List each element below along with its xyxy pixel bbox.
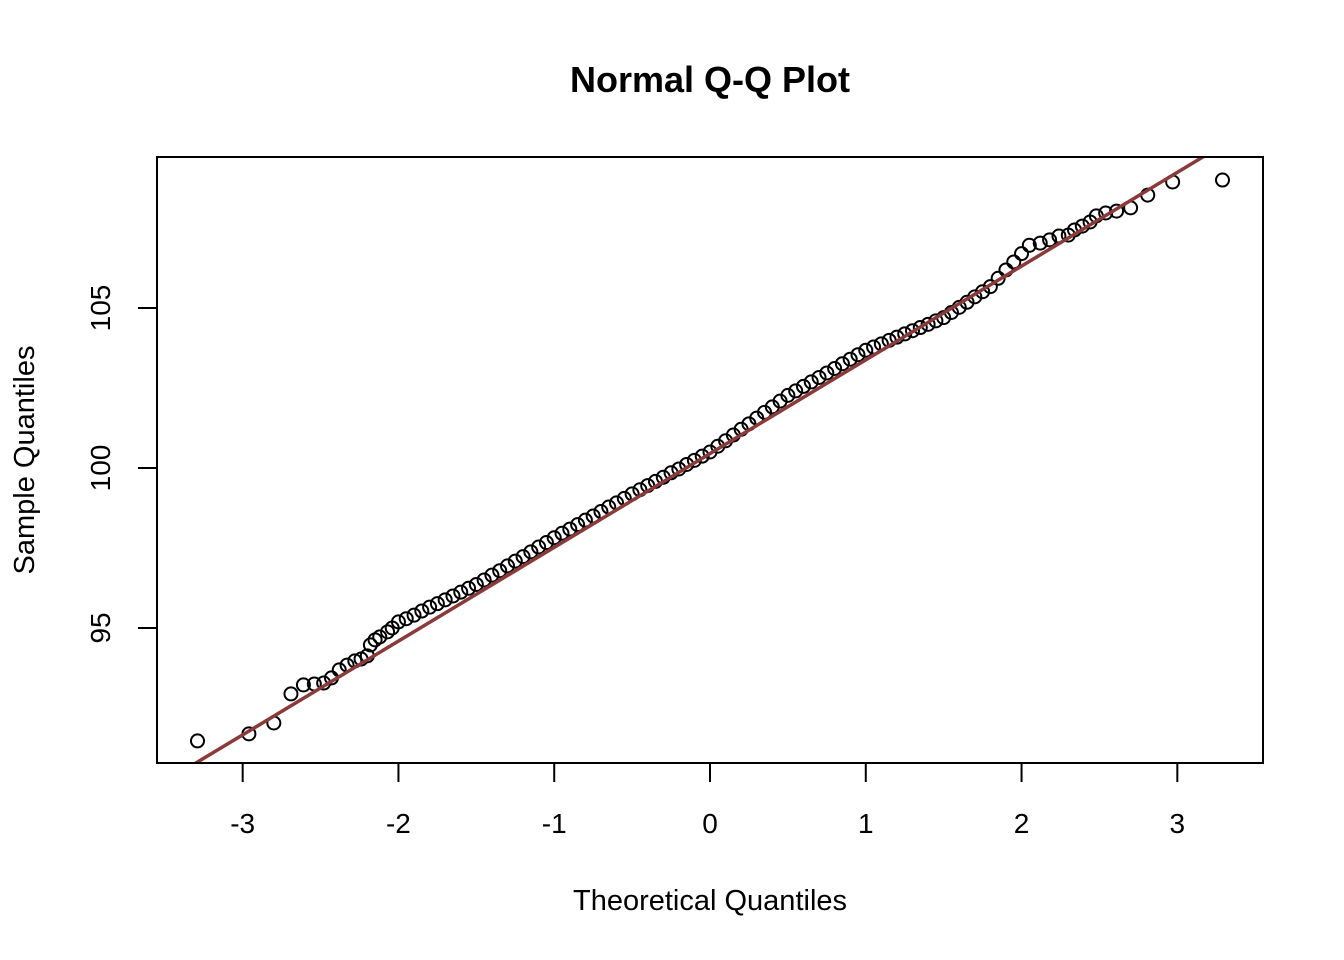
data-point: [531, 539, 547, 555]
data-point: [1021, 237, 1037, 253]
x-axis-title: Theoretical Quantiles: [573, 885, 847, 917]
data-point: [515, 549, 531, 565]
data-point: [190, 733, 206, 749]
x-tick-label: 0: [702, 808, 718, 839]
data-point: [858, 342, 874, 358]
data-point: [538, 535, 554, 551]
reference-line-layer: [192, 157, 1207, 763]
data-point: [842, 351, 858, 367]
data-point: [390, 614, 406, 630]
points-layer: [190, 172, 1230, 749]
x-tick-label: -1: [542, 808, 567, 839]
data-point: [795, 378, 811, 394]
y-tick-label: 100: [85, 445, 116, 492]
data-point: [468, 576, 484, 592]
plot-frame: [156, 156, 1264, 764]
data-point: [295, 677, 311, 693]
data-point: [461, 580, 477, 596]
data-point: [484, 567, 500, 583]
data-point: [398, 611, 414, 627]
data-point: [362, 637, 378, 653]
data-point: [850, 347, 866, 363]
data-point: [562, 521, 578, 537]
data-point: [819, 365, 835, 381]
data-point: [437, 592, 453, 608]
data-point: [912, 320, 928, 336]
data-point: [1014, 246, 1030, 262]
y-tick-label: 95: [85, 612, 116, 643]
data-point: [476, 572, 492, 588]
data-point: [1006, 254, 1022, 270]
data-point: [811, 369, 827, 385]
reference-line: [192, 157, 1207, 763]
data-point: [380, 624, 396, 640]
x-tick-label: 2: [1014, 808, 1030, 839]
data-point: [499, 558, 515, 574]
x-tick-label: 1: [858, 808, 874, 839]
data-point: [982, 279, 998, 295]
data-point: [788, 383, 804, 399]
data-point: [429, 596, 445, 612]
data-point: [570, 517, 586, 533]
y-axis: 95 100 105: [85, 285, 158, 644]
data-point: [453, 584, 469, 600]
data-point: [1042, 232, 1058, 248]
x-tick-label: 3: [1170, 808, 1186, 839]
data-point: [780, 387, 796, 403]
data-point: [492, 563, 508, 579]
data-point: [445, 588, 461, 604]
data-point: [803, 374, 819, 390]
data-point: [414, 603, 430, 619]
y-tick-label: 105: [85, 285, 116, 332]
data-point: [422, 599, 438, 615]
data-point: [1032, 235, 1048, 251]
data-point: [546, 530, 562, 546]
data-point: [834, 356, 850, 372]
data-point: [827, 360, 843, 376]
data-point: [406, 607, 422, 623]
data-point: [372, 629, 388, 645]
x-tick-label: -2: [386, 808, 411, 839]
data-point: [554, 525, 570, 541]
chart-title: Normal Q-Q Plot: [570, 59, 850, 100]
data-point: [523, 544, 539, 560]
x-tick-label: -3: [230, 808, 255, 839]
data-point: [507, 553, 523, 569]
data-point: [283, 686, 299, 702]
y-axis-title: Sample Quantiles: [9, 346, 41, 575]
x-axis: -3 -2 -1 0 1 2 3: [230, 762, 1186, 839]
data-point: [905, 323, 921, 339]
data-point: [1214, 172, 1230, 188]
